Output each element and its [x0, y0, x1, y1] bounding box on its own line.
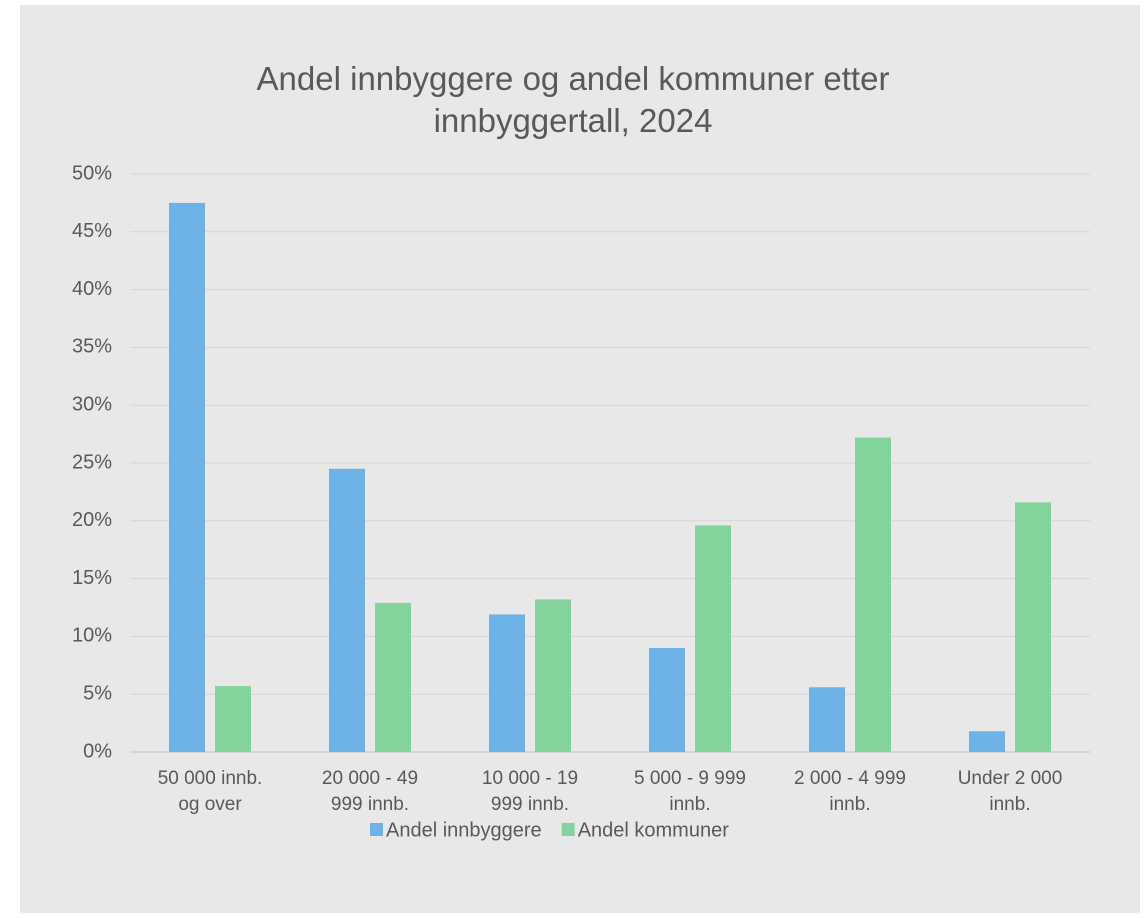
y-tick-label: 40%	[72, 278, 112, 300]
x-tick-label: 20 000 - 49 999 innb.	[321, 768, 419, 815]
bar	[969, 731, 1005, 752]
y-tick-label: 35%	[72, 336, 112, 358]
bar	[329, 468, 365, 752]
x-tick-label: 2 000 - 4 999 innb.	[794, 768, 906, 815]
chart-title: Andel innbyggere og andel kommuner etter…	[256, 60, 890, 139]
y-tick-label: 45%	[72, 220, 112, 242]
bar	[649, 647, 685, 752]
x-tick-label: 50 000 innb. og over	[157, 768, 263, 815]
y-tick-label: 15%	[72, 567, 112, 589]
y-tick-label: 30%	[72, 393, 112, 415]
x-tick-label: Under 2 000 innb.	[957, 768, 1063, 815]
y-tick-label: 10%	[72, 625, 112, 647]
y-tick-label: 5%	[83, 682, 112, 704]
legend-swatch	[561, 823, 575, 836]
legend-swatch	[370, 823, 383, 836]
legend-label: Andel innbyggere	[386, 819, 542, 841]
bar	[215, 686, 251, 752]
x-tick-label: 10 000 - 19 999 innb.	[481, 768, 579, 815]
y-tick-label: 20%	[72, 509, 112, 531]
bar	[489, 614, 525, 752]
y-tick-label: 0%	[83, 740, 112, 762]
bar	[535, 599, 571, 752]
legend-label: Andel kommuner	[578, 819, 730, 841]
legend: Andel innbyggere Andel kommuner	[370, 819, 729, 841]
bar	[169, 202, 205, 752]
bar	[695, 525, 731, 752]
chart-background	[20, 5, 1140, 913]
y-tick-label: 50%	[72, 162, 112, 184]
bar	[855, 437, 891, 752]
bar	[809, 687, 845, 752]
bar	[375, 602, 411, 752]
bar	[1015, 502, 1051, 752]
x-tick-label: 5 000 - 9 999 innb.	[634, 768, 746, 815]
y-tick-label: 25%	[72, 451, 112, 473]
